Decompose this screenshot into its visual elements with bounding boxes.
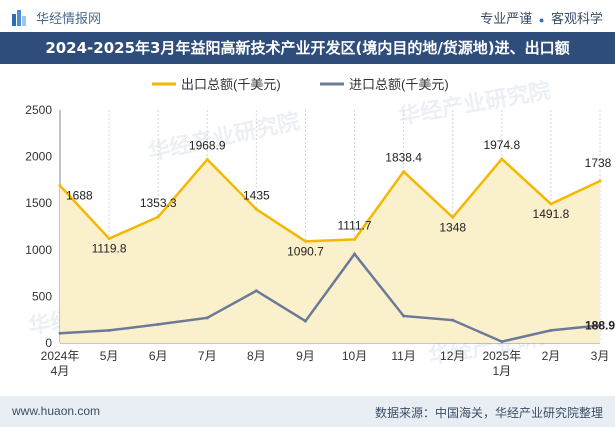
export-data-label: 1111.7 bbox=[338, 218, 372, 232]
export-data-label: 1119.8 bbox=[92, 242, 127, 256]
export-area bbox=[60, 158, 600, 343]
chart-title: 2024-2025年3月年益阳高新技术产业开发区(境内目的地/货源地)进、出口额 bbox=[45, 39, 570, 57]
export-point bbox=[205, 157, 209, 161]
import-point bbox=[107, 328, 111, 332]
y-tick-label: 2000 bbox=[25, 150, 52, 164]
export-data-label: 1974.8 bbox=[483, 138, 520, 152]
export-point bbox=[500, 157, 504, 161]
x-tick-label: 3月 bbox=[591, 349, 610, 363]
watermark-text: 华经产业研究院 bbox=[146, 108, 302, 164]
import-point bbox=[598, 323, 602, 327]
tagline-left: 专业严谨 bbox=[480, 11, 533, 26]
tagline: 专业严谨 ● 客观科学 bbox=[480, 8, 603, 27]
x-tick-label: 7月 bbox=[198, 349, 217, 363]
x-tick-label: 9月 bbox=[296, 349, 315, 363]
y-tick-label: 1000 bbox=[25, 243, 52, 257]
export-data-label: 1090.7 bbox=[287, 244, 324, 258]
import-point bbox=[549, 328, 553, 332]
x-tick-label: 10月 bbox=[342, 349, 367, 363]
import-point bbox=[500, 340, 504, 344]
x-tick-label: 2025年 1月 bbox=[482, 349, 521, 378]
import-point bbox=[353, 252, 357, 256]
import-point bbox=[451, 318, 455, 322]
import-point bbox=[205, 316, 209, 320]
x-tick-label: 2月 bbox=[542, 349, 561, 363]
y-tick-label: 1500 bbox=[25, 196, 52, 210]
import-point bbox=[402, 314, 406, 318]
export-point bbox=[107, 237, 111, 241]
footer: www.huaon.com 数据来源：中国海关，华经产业研究院整理 bbox=[0, 396, 615, 427]
export-point bbox=[549, 202, 553, 206]
export-point bbox=[156, 215, 160, 219]
x-tick-label: 12月 bbox=[440, 349, 465, 363]
brand: 华经情报网 bbox=[12, 8, 101, 27]
export-data-label: 1353.3 bbox=[140, 196, 177, 210]
title-bar: 2024-2025年3月年益阳高新技术产业开发区(境内目的地/货源地)进、出口额 bbox=[0, 32, 615, 64]
import-point bbox=[303, 319, 307, 323]
export-data-label: 1348 bbox=[439, 220, 466, 234]
y-tick-label: 500 bbox=[32, 289, 52, 303]
import-data-label: 188.9 bbox=[585, 318, 615, 332]
import-point bbox=[156, 322, 160, 326]
legend-export-label: 出口总额(千美元) bbox=[181, 77, 281, 92]
export-point bbox=[451, 215, 455, 219]
y-tick-label: 2500 bbox=[25, 103, 52, 117]
export-data-label: 1738 bbox=[585, 156, 612, 170]
legend: 出口总额(千美元) 进口总额(千美元) bbox=[152, 77, 449, 92]
export-data-label: 1435 bbox=[243, 188, 270, 202]
export-point bbox=[402, 170, 406, 174]
export-point bbox=[353, 237, 357, 241]
export-point bbox=[598, 179, 602, 183]
export-point bbox=[303, 239, 307, 243]
x-tick-label: 2024年 4月 bbox=[41, 349, 80, 378]
x-tick-label: 8月 bbox=[247, 349, 266, 363]
tagline-separator: ● bbox=[538, 15, 545, 25]
x-tick-label: 11月 bbox=[391, 349, 415, 363]
data-source: 数据来源：中国海关，华经产业研究院整理 bbox=[374, 406, 603, 420]
export-data-label: 1491.8 bbox=[533, 207, 570, 221]
export-series-line bbox=[59, 157, 601, 243]
export-data-label: 1838.4 bbox=[385, 151, 422, 165]
y-tick-label: 0 bbox=[45, 336, 52, 350]
plot-area: 0 500 1000 1500 2000 2500 2024年 4月 5月 6月 7月 8月 9月 10月… bbox=[25, 103, 615, 378]
tagline-right: 客观科学 bbox=[550, 11, 603, 26]
import-point bbox=[254, 289, 258, 293]
export-data-label: 1968.9 bbox=[189, 138, 226, 152]
huajing-logo-icon bbox=[12, 9, 26, 26]
export-point bbox=[254, 207, 258, 211]
export-data-label: 1688 bbox=[66, 189, 93, 203]
export-point bbox=[58, 184, 62, 188]
chart: 出口总额(千美元) 进口总额(千美元) 华经产业研究院华经产业研究院华经产业研究… bbox=[25, 77, 615, 378]
brand-name: 华经情报网 bbox=[36, 11, 102, 26]
legend-import-label: 进口总额(千美元) bbox=[349, 77, 449, 92]
top-bar: 华经情报网 专业严谨 ● 客观科学 bbox=[0, 0, 615, 32]
import-series-line bbox=[59, 251, 601, 343]
import-point bbox=[58, 331, 62, 335]
footer-url[interactable]: www.huaon.com bbox=[12, 404, 101, 418]
x-tick-label: 6月 bbox=[149, 349, 168, 363]
x-tick-label: 5月 bbox=[100, 349, 119, 363]
